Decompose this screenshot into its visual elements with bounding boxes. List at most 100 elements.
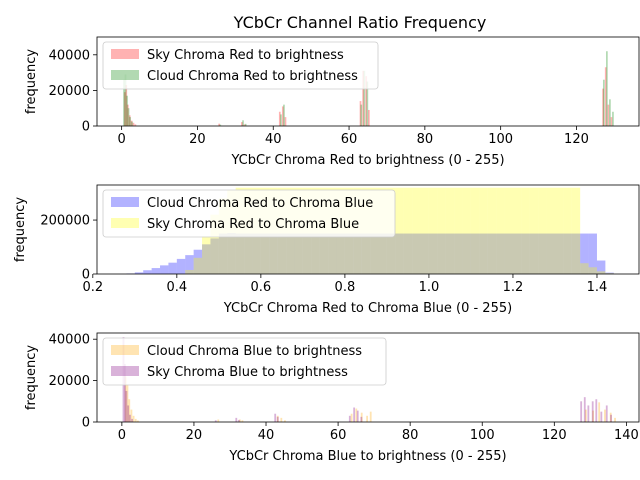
legend-swatch <box>111 345 139 355</box>
histogram-bar <box>610 414 612 422</box>
histogram-bar <box>602 88 604 126</box>
histogram-bar <box>286 233 295 274</box>
y-tick-label: 40000 <box>49 333 90 348</box>
y-axis-label: frequency <box>24 345 39 411</box>
x-tick-label: 20 <box>189 132 206 147</box>
y-tick-label: 40000 <box>49 48 90 63</box>
histogram-bar <box>563 233 572 274</box>
legend-label: Cloud Chroma Blue to brightness <box>147 344 362 359</box>
histogram-bar <box>366 415 368 422</box>
x-tick-label: 120 <box>564 132 589 147</box>
legend: Cloud Chroma Blue to brightness Sky Chrom… <box>102 337 387 386</box>
histogram-bar <box>241 122 243 126</box>
histogram-bar <box>470 233 480 274</box>
histogram-bar <box>403 187 413 274</box>
legend: Sky Chroma Red to brightness Cloud Chroma… <box>102 41 379 90</box>
histogram-bar <box>605 272 614 274</box>
histogram-bar <box>369 411 372 422</box>
histogram-bar <box>238 419 241 422</box>
histogram-bar <box>202 244 211 274</box>
x-tick-label: 60 <box>330 428 347 443</box>
histogram-bar <box>538 187 547 274</box>
histogram-bar <box>277 233 287 274</box>
histogram-bar <box>276 415 279 422</box>
y-axis-label: frequency <box>24 49 39 115</box>
x-tick-label: 80 <box>417 132 434 147</box>
histogram-bar <box>445 233 455 274</box>
y-tick-label: 20000 <box>49 84 90 99</box>
histogram-bar <box>609 99 611 126</box>
histogram-bar <box>355 408 358 422</box>
legend-swatch <box>111 49 139 59</box>
histogram-bar <box>412 233 421 274</box>
histogram-bar <box>554 187 564 274</box>
histogram-bar <box>580 263 589 274</box>
series-1-bars <box>123 67 613 126</box>
histogram-bar <box>283 104 285 126</box>
legend-label: Sky Chroma Blue to brightness <box>147 365 348 380</box>
histogram-bar <box>244 123 247 126</box>
histogram-bar <box>359 101 362 126</box>
y-tick-label: 0 <box>82 120 90 135</box>
x-tick-label: 0.2 <box>82 280 103 295</box>
histogram-bar <box>260 233 270 274</box>
histogram-bar <box>124 376 127 422</box>
histogram-bar <box>168 262 177 274</box>
figure-title: YCbCr Channel Ratio Frequency <box>233 13 487 32</box>
legend-swatch <box>111 218 139 228</box>
x-tick-label: 0 <box>117 132 125 147</box>
x-tick-label: 0 <box>118 428 126 443</box>
histogram-bar <box>294 233 303 274</box>
histogram-bar <box>600 411 603 422</box>
x-tick-label: 0.6 <box>251 280 272 295</box>
histogram-bar <box>395 187 404 274</box>
histogram-bars <box>123 51 614 126</box>
histogram-bar <box>361 233 371 274</box>
histogram-bar <box>350 413 353 422</box>
histogram-bar <box>130 120 133 126</box>
histogram-bar <box>614 417 616 422</box>
histogram-bar <box>124 364 126 422</box>
histogram-bar <box>512 233 522 274</box>
x-axis-label: YCbCr Chroma Blue to brightness (0 - 255… <box>228 449 506 464</box>
histogram-bar <box>360 104 363 126</box>
histogram-bar <box>176 258 186 274</box>
histogram-bar <box>237 419 240 422</box>
histogram-bar <box>386 233 396 274</box>
series-1-bars <box>126 233 614 274</box>
histogram-bar <box>244 233 253 274</box>
histogram-bar <box>348 415 351 422</box>
series-2-bars <box>123 51 614 126</box>
histogram-bar <box>193 257 203 274</box>
histogram-bar <box>280 417 283 422</box>
histogram-bar <box>479 187 488 274</box>
histogram-bar <box>529 187 539 274</box>
axes-frame <box>96 184 640 275</box>
histogram-bar <box>218 233 228 274</box>
histogram-bar <box>529 233 539 274</box>
histogram-bar <box>605 273 614 274</box>
histogram-bar <box>470 187 480 274</box>
histogram-bar <box>580 401 583 422</box>
histogram-bar <box>235 417 238 422</box>
histogram-bar <box>243 124 246 126</box>
legend-label: Cloud Chroma Red to brightness <box>147 69 358 84</box>
histogram-bar <box>580 233 589 274</box>
histogram-bar <box>281 106 284 126</box>
histogram-bar <box>587 405 590 422</box>
histogram-bar <box>596 260 606 274</box>
x-tick-label: 100 <box>470 428 495 443</box>
histogram-bar <box>496 233 505 274</box>
histogram-bar <box>210 238 219 274</box>
histogram-bar <box>134 272 144 274</box>
histogram-bar <box>127 405 130 422</box>
y-tick-label: 0 <box>82 268 90 283</box>
histogram-bar <box>344 233 354 274</box>
histogram-bar <box>605 405 608 422</box>
histogram-bar <box>185 269 194 274</box>
y-axis-label: frequency <box>13 197 28 263</box>
legend-label: Sky Chroma Red to brightness <box>147 48 344 63</box>
histogram-bar <box>428 187 438 274</box>
histogram-bar <box>160 265 169 274</box>
histogram-bar <box>210 214 219 274</box>
